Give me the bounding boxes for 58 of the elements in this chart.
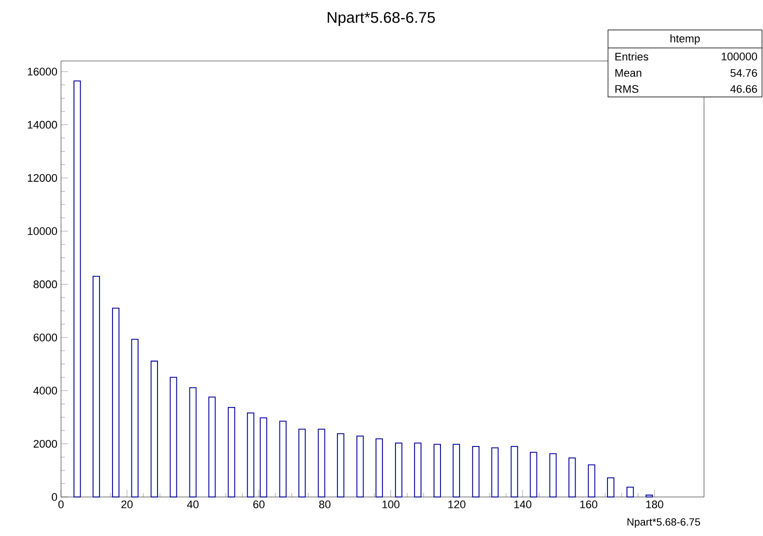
bar bbox=[626, 486, 634, 498]
bar bbox=[246, 412, 254, 498]
x-tick-label: 60 bbox=[253, 500, 265, 508]
y-tick-label: 12000 bbox=[28, 174, 58, 182]
bar bbox=[395, 442, 402, 498]
bar bbox=[434, 444, 441, 498]
y-tick-label: 4000 bbox=[33, 386, 58, 395]
bar bbox=[376, 438, 383, 498]
bar bbox=[491, 447, 499, 498]
text: 100000 bbox=[722, 52, 758, 60]
x-tick-label: 80 bbox=[319, 500, 330, 508]
x-tick-label: 100 bbox=[382, 500, 400, 508]
x-tick-label: 140 bbox=[514, 500, 532, 508]
y-tick-label: 2000 bbox=[34, 440, 58, 448]
bar bbox=[92, 276, 100, 498]
x-tick-label: 0 bbox=[58, 500, 64, 508]
bar bbox=[356, 436, 364, 498]
y-tick-label: 10000 bbox=[28, 227, 58, 236]
y-tick-label: 0 bbox=[52, 493, 58, 501]
bar bbox=[472, 446, 480, 498]
bar bbox=[298, 428, 306, 498]
bar bbox=[279, 420, 287, 498]
y-tick-label: 14000 bbox=[28, 120, 58, 129]
x-tick-label: 20 bbox=[121, 500, 133, 508]
annotation: Mean bbox=[615, 69, 642, 77]
bar bbox=[414, 442, 422, 498]
text: htemp bbox=[670, 34, 700, 45]
bar bbox=[131, 338, 139, 498]
bar bbox=[510, 446, 518, 498]
bar bbox=[336, 433, 344, 498]
x-tick-label: 120 bbox=[448, 500, 466, 508]
annotation: RMS bbox=[615, 85, 638, 93]
y-tick-label: 6000 bbox=[34, 334, 58, 342]
bar bbox=[189, 387, 197, 498]
x-tick-label: 180 bbox=[646, 500, 664, 508]
bar bbox=[549, 453, 557, 498]
bar bbox=[74, 80, 81, 498]
x-tick-label: 160 bbox=[580, 500, 598, 508]
bar bbox=[452, 444, 460, 498]
chart-title: Npart*5.68-6.75 bbox=[328, 12, 435, 26]
text: Entries bbox=[615, 52, 648, 61]
bar bbox=[150, 360, 158, 498]
x-axis-title: Npart*5.68-6.75 bbox=[627, 518, 700, 528]
bar bbox=[607, 477, 614, 498]
bar bbox=[208, 396, 216, 498]
text: 54.76 bbox=[730, 69, 758, 77]
y-tick-label: 8000 bbox=[34, 280, 58, 288]
text: 46.66 bbox=[730, 85, 758, 93]
bar bbox=[112, 308, 120, 498]
bar bbox=[568, 457, 576, 498]
x-tick-label: 40 bbox=[187, 500, 199, 508]
bar bbox=[260, 417, 268, 498]
bar bbox=[588, 464, 596, 498]
bar bbox=[170, 376, 178, 498]
bar bbox=[318, 428, 326, 498]
bar bbox=[228, 406, 236, 498]
y-tick-label: 16000 bbox=[28, 68, 58, 76]
bar bbox=[530, 452, 538, 498]
